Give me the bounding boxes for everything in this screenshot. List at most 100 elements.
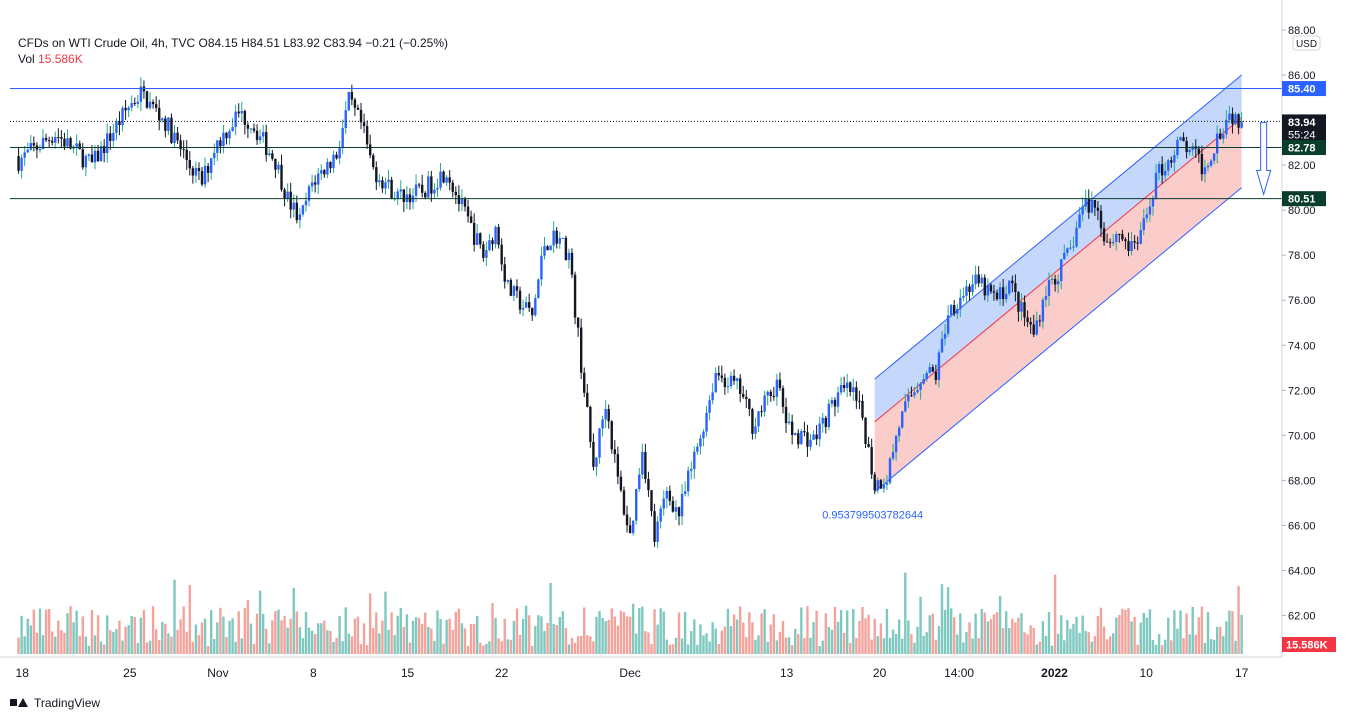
- volume-bar: [534, 626, 537, 654]
- volume-bar: [417, 618, 421, 654]
- volume-bar: [1102, 626, 1106, 654]
- candle-body: [1215, 133, 1219, 154]
- time-axis[interactable]: 18 25 Nov 8 15 22 Dec 13 20 14:00 2022 10 17: [0, 656, 1282, 680]
- candle-body: [1219, 133, 1222, 139]
- candle-body: [222, 132, 225, 147]
- candle-body: [576, 317, 580, 328]
- candle-body: [310, 182, 314, 187]
- candle-body: [561, 237, 565, 239]
- volume-bar: [326, 630, 329, 654]
- volume-bar: [980, 609, 983, 654]
- candle-body: [1240, 121, 1243, 128]
- volume-bar: [246, 600, 250, 654]
- candle-body: [546, 246, 549, 251]
- candle-body: [555, 230, 558, 244]
- volume-bar: [613, 616, 617, 654]
- candle-body: [206, 166, 210, 173]
- candle-body: [375, 167, 378, 183]
- volume-label-box: [1282, 637, 1336, 652]
- volume-bar: [800, 607, 803, 654]
- forecast-arrow[interactable]: [1255, 121, 1272, 197]
- volume-bar: [1154, 644, 1158, 654]
- candle-body: [1032, 324, 1035, 335]
- volume-bar: [1112, 633, 1115, 654]
- volume-bar: [968, 622, 971, 654]
- volume-bar: [946, 587, 950, 654]
- volume-bar: [586, 635, 589, 654]
- candle-body: [613, 449, 617, 455]
- volume-bar: [466, 645, 470, 654]
- candle-body: [38, 148, 42, 150]
- volume-bar: [1163, 639, 1167, 654]
- volume-bar: [1029, 625, 1032, 654]
- candle-body: [87, 154, 91, 157]
- candle-body: [237, 111, 240, 114]
- candle-body: [1072, 246, 1075, 248]
- candle-body: [344, 110, 347, 129]
- candle-body: [158, 107, 161, 121]
- candle-body: [102, 146, 106, 154]
- candle-body: [601, 419, 604, 429]
- candle-body: [378, 180, 381, 183]
- candle-body: [1056, 281, 1060, 285]
- volume-bar: [1087, 632, 1090, 654]
- candle-body: [151, 101, 155, 105]
- volume-bar: [320, 623, 323, 654]
- price-axis[interactable]: 62.00 64.00 66.00 68.00 70.00 72.00 74.00 76.00…: [1281, 0, 1336, 657]
- candle-body: [1017, 292, 1020, 312]
- volume-bar: [1219, 626, 1222, 654]
- candle-body: [855, 387, 858, 401]
- candle-body: [1078, 214, 1081, 228]
- candle-body: [986, 284, 990, 296]
- volume-bar: [356, 616, 360, 654]
- channel-upper-line: [874, 74, 1242, 380]
- candle-body: [1124, 239, 1127, 242]
- volume-bar: [540, 616, 543, 654]
- volume-bar: [686, 644, 690, 654]
- price-tick-label: 82.00: [1288, 160, 1316, 172]
- volume-bar: [671, 644, 675, 654]
- volume-bar: [142, 610, 146, 654]
- candle-body: [491, 240, 494, 245]
- tradingview-branding[interactable]: TradingView: [10, 696, 100, 710]
- candle-body: [696, 446, 699, 452]
- volume-bar: [564, 628, 568, 654]
- volume-bar: [151, 606, 155, 654]
- candle-body: [818, 423, 821, 440]
- candle-body: [980, 277, 983, 284]
- price-line-label-box: [1282, 140, 1326, 156]
- candle-body: [78, 143, 81, 150]
- candle-body: [1053, 278, 1057, 285]
- volume-bar: [41, 635, 45, 654]
- volume-bar: [436, 610, 439, 654]
- candle-body: [274, 158, 277, 170]
- candle-body: [650, 490, 653, 512]
- candle-body: [479, 233, 482, 245]
- candle-body: [787, 421, 791, 424]
- volume-bar: [1090, 641, 1094, 654]
- candle-body: [81, 149, 84, 168]
- volume-bar: [607, 620, 610, 654]
- volume-bar: [1038, 641, 1042, 654]
- candle-body: [962, 295, 965, 298]
- volume-bar: [815, 610, 818, 654]
- candle-body: [607, 408, 610, 422]
- volume-bar: [693, 619, 696, 654]
- volume-bar: [203, 618, 207, 654]
- candle-body: [228, 131, 231, 139]
- volume-bar: [145, 642, 149, 654]
- volume-bar: [573, 642, 577, 654]
- candle-body: [225, 132, 228, 139]
- candle-body: [738, 378, 742, 394]
- volume-bar: [469, 623, 473, 654]
- candle-body: [63, 138, 66, 147]
- volume-bar: [44, 609, 48, 654]
- volume-bar: [610, 608, 613, 654]
- volume-bar: [433, 640, 436, 654]
- volume-bar: [995, 612, 999, 654]
- horizontal-lines[interactable]: [10, 88, 1282, 200]
- channel-upper-band: [874, 75, 1242, 422]
- volume-bar: [237, 611, 240, 654]
- candle-body: [806, 432, 809, 447]
